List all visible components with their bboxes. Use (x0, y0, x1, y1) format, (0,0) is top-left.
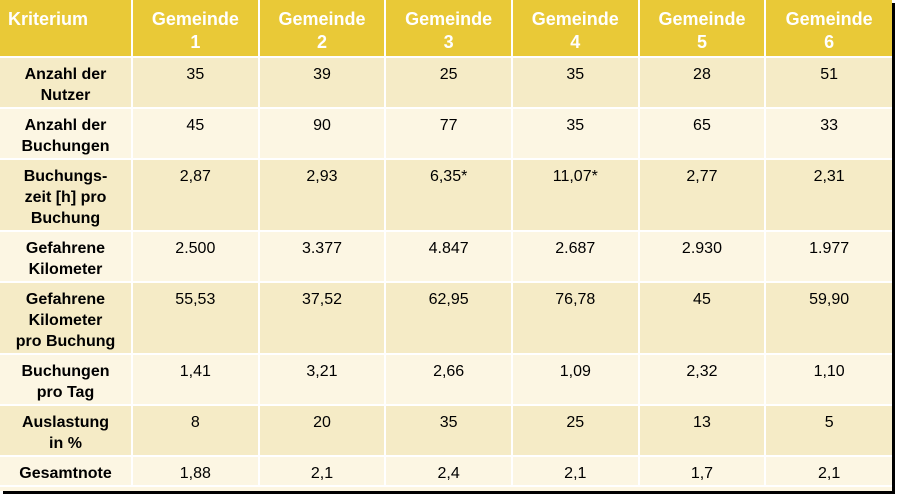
row-label: Gefahrene Kilometer pro Buchung (0, 282, 133, 355)
cell-gemeinde-3: 62,95 (385, 282, 513, 355)
header-gemeinde-1: Gemeinde 1 (132, 0, 260, 58)
cell-gemeinde-4: 25 (511, 405, 640, 457)
cell-gemeinde-1: 2.500 (132, 231, 260, 283)
cell-gemeinde-4: 1,09 (511, 354, 640, 406)
cell-gemeinde-4: 11,07* (511, 159, 640, 232)
cell-gemeinde-6: 5 (765, 405, 892, 457)
cell-gemeinde-4: 76,78 (511, 282, 640, 355)
header-gemeinde-3: Gemeinde 3 (385, 0, 513, 58)
cell-gemeinde-1: 45 (132, 108, 260, 160)
cell-gemeinde-4: 35 (511, 57, 640, 109)
header-gemeinde-6: Gemeinde 6 (765, 0, 892, 58)
cell-gemeinde-5: 28 (638, 57, 767, 109)
cell-gemeinde-5: 45 (638, 282, 767, 355)
cell-gemeinde-6: 59,90 (765, 282, 892, 355)
table-body: Anzahl der Nutzer 35 39 25 35 28 51 Anzahl der Bu… (0, 57, 892, 487)
cell-gemeinde-1: 55,53 (132, 282, 260, 355)
cell-gemeinde-3: 25 (385, 57, 513, 109)
cell-gemeinde-1: 1,41 (132, 354, 260, 406)
cell-gemeinde-6: 1.977 (765, 231, 892, 283)
cell-gemeinde-5: 1,7 (638, 456, 767, 487)
table-row-nutzer: Anzahl der Nutzer 35 39 25 35 28 51 (0, 57, 892, 109)
header-gemeinde-2: Gemeinde 2 (258, 0, 387, 58)
cell-gemeinde-2: 2,1 (258, 456, 387, 487)
cell-gemeinde-5: 2,77 (638, 159, 767, 232)
cell-gemeinde-3: 6,35* (385, 159, 513, 232)
cell-gemeinde-4: 2,1 (511, 456, 640, 487)
table-row-kilometer: Gefahrene Kilometer 2.500 3.377 4.847 2.687 2.… (0, 231, 892, 283)
cell-gemeinde-2: 90 (258, 108, 387, 160)
row-label: Anzahl der Buchungen (0, 108, 133, 160)
cell-gemeinde-5: 2.930 (638, 231, 767, 283)
table-row-km-pro-buchung: Gefahrene Kilometer pro Buchung 55,53 37,52 6… (0, 282, 892, 355)
cell-gemeinde-2: 3.377 (258, 231, 387, 283)
cell-gemeinde-5: 65 (638, 108, 767, 160)
cell-gemeinde-1: 1,88 (132, 456, 260, 487)
table-row-gesamtnote: Gesamtnote 1,88 2,1 2,4 2,1 1,7 2,1 (0, 456, 892, 487)
table-row-buchungszeit: Buchungs-zeit [h] pro Buchung 2,87 2,93 6,35… (0, 159, 892, 232)
cell-gemeinde-3: 2,66 (385, 354, 513, 406)
row-label: Buchungen pro Tag (0, 354, 133, 406)
cell-gemeinde-6: 1,10 (765, 354, 892, 406)
header-gemeinde-5: Gemeinde 5 (638, 0, 767, 58)
row-label: Anzahl der Nutzer (0, 57, 133, 109)
cell-gemeinde-6: 2,1 (765, 456, 892, 487)
row-label: Gesamtnote (0, 456, 133, 487)
cell-gemeinde-6: 33 (765, 108, 892, 160)
row-label: Auslastung in % (0, 405, 133, 457)
cell-gemeinde-2: 39 (258, 57, 387, 109)
cell-gemeinde-1: 8 (132, 405, 260, 457)
cell-gemeinde-4: 2.687 (511, 231, 640, 283)
cell-gemeinde-5: 2,32 (638, 354, 767, 406)
cell-gemeinde-2: 3,21 (258, 354, 387, 406)
table-frame: Kriterium Gemeinde 1 Gemeinde 2 Gemeinde 3 … (0, 0, 892, 491)
cell-gemeinde-6: 2,31 (765, 159, 892, 232)
cell-gemeinde-2: 2,93 (258, 159, 387, 232)
table-row-buchungen: Anzahl der Buchungen 45 90 77 35 65 33 (0, 108, 892, 160)
header-criterion: Kriterium (0, 0, 133, 58)
cell-gemeinde-5: 13 (638, 405, 767, 457)
cell-gemeinde-6: 51 (765, 57, 892, 109)
cell-gemeinde-1: 2,87 (132, 159, 260, 232)
table-row-auslastung: Auslastung in % 8 20 35 25 13 5 (0, 405, 892, 457)
row-label: Buchungs-zeit [h] pro Buchung (0, 159, 133, 232)
header-gemeinde-4: Gemeinde 4 (511, 0, 640, 58)
cell-gemeinde-3: 4.847 (385, 231, 513, 283)
cell-gemeinde-1: 35 (132, 57, 260, 109)
cell-gemeinde-4: 35 (511, 108, 640, 160)
header-row: Kriterium Gemeinde 1 Gemeinde 2 Gemeinde 3 … (0, 0, 892, 58)
table-row-buchungen-pro-tag: Buchungen pro Tag 1,41 3,21 2,66 1,09 2,32 1,10 (0, 354, 892, 406)
cell-gemeinde-3: 2,4 (385, 456, 513, 487)
cell-gemeinde-3: 77 (385, 108, 513, 160)
cell-gemeinde-2: 37,52 (258, 282, 387, 355)
comparison-table: Kriterium Gemeinde 1 Gemeinde 2 Gemeinde 3 … (0, 0, 892, 487)
cell-gemeinde-2: 20 (258, 405, 387, 457)
cell-gemeinde-3: 35 (385, 405, 513, 457)
row-label: Gefahrene Kilometer (0, 231, 133, 283)
